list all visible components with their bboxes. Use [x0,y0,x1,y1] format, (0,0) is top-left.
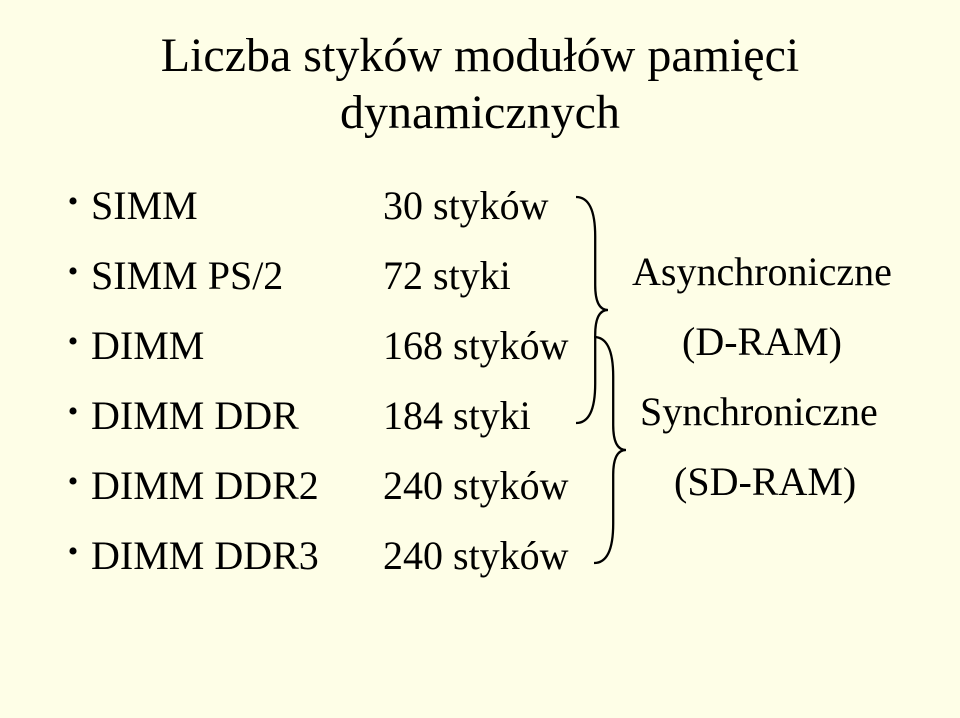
annotation-sdram: (SD-RAM) [674,458,856,505]
bullet-icon: • [55,325,91,359]
bullet-icon: • [55,535,91,569]
title-line-2: dynamicznych [340,86,620,139]
item-value: 72 styki [383,252,618,299]
annotation-async: Asynchroniczne [632,248,892,295]
item-label: SIMM [91,182,383,229]
item-value: 240 styków [383,532,618,579]
item-value: 168 styków [383,322,618,369]
slide-title: Liczba styków modułów pamięci dynamiczny… [0,28,960,141]
list-item: • DIMM DDR3 240 styków [55,520,618,590]
list-item: • SIMM PS/2 72 styki [55,240,618,310]
item-label: DIMM DDR [91,392,383,439]
item-label: DIMM DDR2 [91,462,383,509]
list-item: • SIMM 30 styków [55,170,618,240]
item-label: DIMM [91,322,383,369]
list-item: • DIMM 168 styków [55,310,618,380]
list-item: • DIMM DDR 184 styki [55,380,618,450]
item-value: 30 styków [383,182,618,229]
item-label: DIMM DDR3 [91,532,383,579]
bullet-icon: • [55,465,91,499]
title-line-1: Liczba styków modułów pamięci [161,29,800,82]
item-value: 184 styki [383,392,618,439]
item-label: SIMM PS/2 [91,252,383,299]
bullet-icon: • [55,185,91,219]
bullet-icon: • [55,255,91,289]
annotation-dram: (D-RAM) [682,318,842,365]
item-value: 240 styków [383,462,618,509]
bullet-icon: • [55,395,91,429]
annotation-sync: Synchroniczne [640,388,878,435]
slide: Liczba styków modułów pamięci dynamiczny… [0,0,960,718]
content-list: • SIMM 30 styków • SIMM PS/2 72 styki • … [55,170,618,590]
list-item: • DIMM DDR2 240 styków [55,450,618,520]
